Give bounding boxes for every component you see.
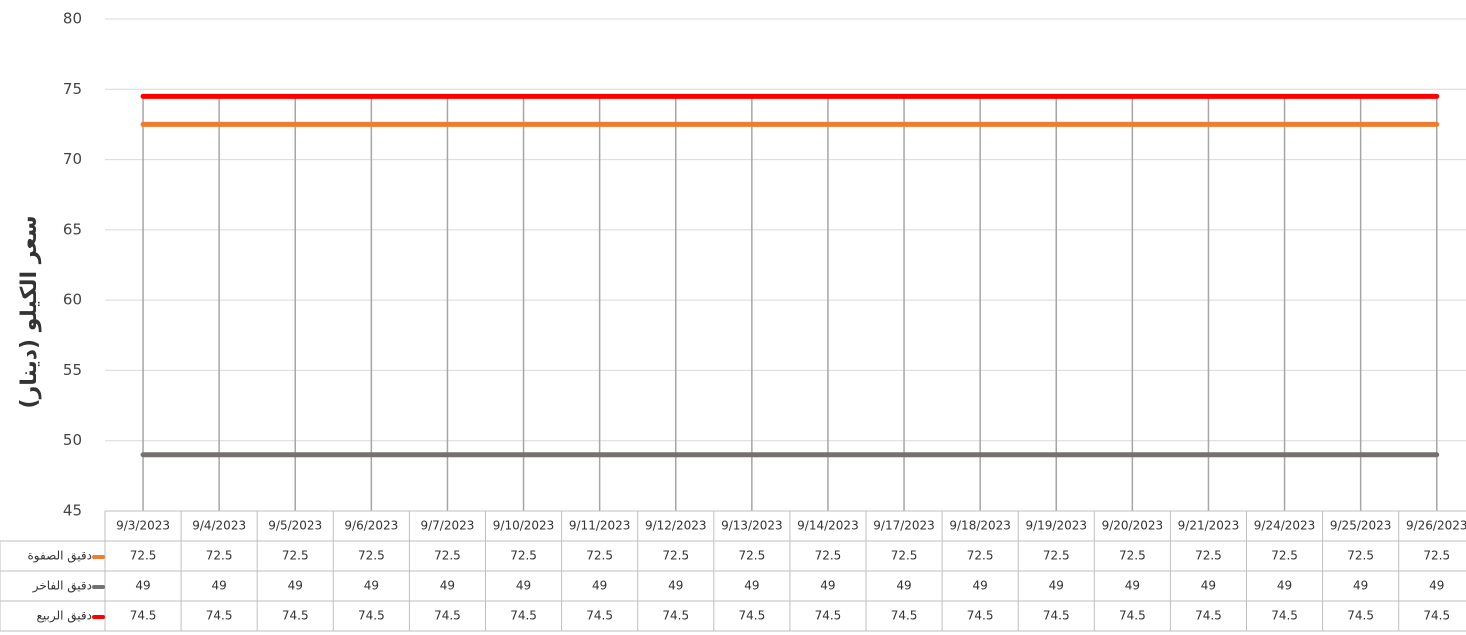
y-tick-label: 75 (63, 80, 82, 98)
table-cell: 72.5 (967, 549, 994, 563)
y-tick-label: 45 (63, 502, 82, 520)
table-cell: 74.5 (662, 609, 689, 623)
table-cell: 74.5 (1347, 609, 1374, 623)
table-cell: 49 (1125, 579, 1140, 593)
table-cell: 49 (1353, 579, 1368, 593)
legend-label: دقيق الصفوة (28, 549, 92, 564)
table-cell: 74.5 (1043, 609, 1070, 623)
table-cell: 72.5 (130, 549, 157, 563)
y-tick-label: 65 (63, 220, 82, 238)
table-cell: 49 (364, 579, 379, 593)
table-cell: 72.5 (1423, 549, 1450, 563)
table-cell: 74.5 (434, 609, 461, 623)
y-tick-label: 60 (63, 291, 82, 309)
table-cell: 49 (1201, 579, 1216, 593)
table-cell: 49 (212, 579, 227, 593)
table-cell: 72.5 (1347, 549, 1374, 563)
table-cell: 74.5 (1119, 609, 1146, 623)
x-tick-label: 9/20/2023 (1102, 519, 1164, 533)
table-cell: 49 (896, 579, 911, 593)
y-tick-label: 80 (63, 10, 82, 28)
table-cell: 74.5 (282, 609, 309, 623)
table-cell: 74.5 (1423, 609, 1450, 623)
table-cell: 49 (820, 579, 835, 593)
table-cell: 74.5 (1195, 609, 1222, 623)
table-cell: 72.5 (662, 549, 689, 563)
table-cell: 72.5 (434, 549, 461, 563)
table-cell: 72.5 (1043, 549, 1070, 563)
x-tick-label: 9/13/2023 (721, 519, 783, 533)
x-tick-label: 9/26/2023 (1406, 519, 1466, 533)
table-cell: 72.5 (738, 549, 765, 563)
x-tick-label: 9/25/2023 (1330, 519, 1392, 533)
table-cell: 72.5 (206, 549, 233, 563)
table-cell: 49 (973, 579, 988, 593)
table-cell: 49 (440, 579, 455, 593)
table-cell: 49 (135, 579, 150, 593)
legend-label: دقيق الربيع (37, 609, 92, 624)
table-cell: 49 (1277, 579, 1292, 593)
table-cell: 49 (516, 579, 531, 593)
table-cell: 74.5 (738, 609, 765, 623)
table-cell: 74.5 (130, 609, 157, 623)
x-tick-label: 9/12/2023 (645, 519, 707, 533)
x-tick-label: 9/18/2023 (949, 519, 1011, 533)
x-tick-label: 9/4/2023 (192, 519, 246, 533)
table-cell: 74.5 (586, 609, 613, 623)
x-tick-label: 9/11/2023 (569, 519, 631, 533)
x-tick-label: 9/7/2023 (420, 519, 474, 533)
x-tick-label: 9/3/2023 (116, 519, 170, 533)
x-tick-label: 9/5/2023 (268, 519, 322, 533)
table-cell: 72.5 (891, 549, 918, 563)
x-tick-label: 9/19/2023 (1025, 519, 1087, 533)
table-cell: 74.5 (891, 609, 918, 623)
x-tick-label: 9/21/2023 (1178, 519, 1240, 533)
table-cell: 74.5 (206, 609, 233, 623)
table-cell: 72.5 (510, 549, 537, 563)
table-cell: 72.5 (1271, 549, 1298, 563)
table-cell: 74.5 (815, 609, 842, 623)
table-cell: 72.5 (1195, 549, 1222, 563)
table-cell: 72.5 (358, 549, 385, 563)
table-cell: 72.5 (586, 549, 613, 563)
table-cell: 74.5 (510, 609, 537, 623)
x-tick-label: 9/17/2023 (873, 519, 935, 533)
table-cell: 49 (1049, 579, 1064, 593)
table-cell: 74.5 (967, 609, 994, 623)
table-cell: 72.5 (282, 549, 309, 563)
table-cell: 49 (288, 579, 303, 593)
y-tick-label: 55 (63, 361, 82, 379)
table-cell: 49 (744, 579, 759, 593)
table-cell: 49 (592, 579, 607, 593)
y-axis-label: سعر الكيلو (دينار) (17, 216, 42, 409)
x-tick-label: 9/10/2023 (493, 519, 555, 533)
y-tick-label: 70 (63, 150, 82, 168)
table-cell: 74.5 (358, 609, 385, 623)
table-cell: 72.5 (815, 549, 842, 563)
y-tick-label: 50 (63, 431, 82, 449)
x-tick-label: 9/14/2023 (797, 519, 859, 533)
x-tick-label: 9/6/2023 (344, 519, 398, 533)
table-cell: 49 (1429, 579, 1444, 593)
table-cell: 72.5 (1119, 549, 1146, 563)
table-cell: 74.5 (1271, 609, 1298, 623)
legend-label: دقيق الفاخر (32, 579, 92, 594)
x-tick-label: 9/24/2023 (1254, 519, 1316, 533)
table-cell: 49 (668, 579, 683, 593)
